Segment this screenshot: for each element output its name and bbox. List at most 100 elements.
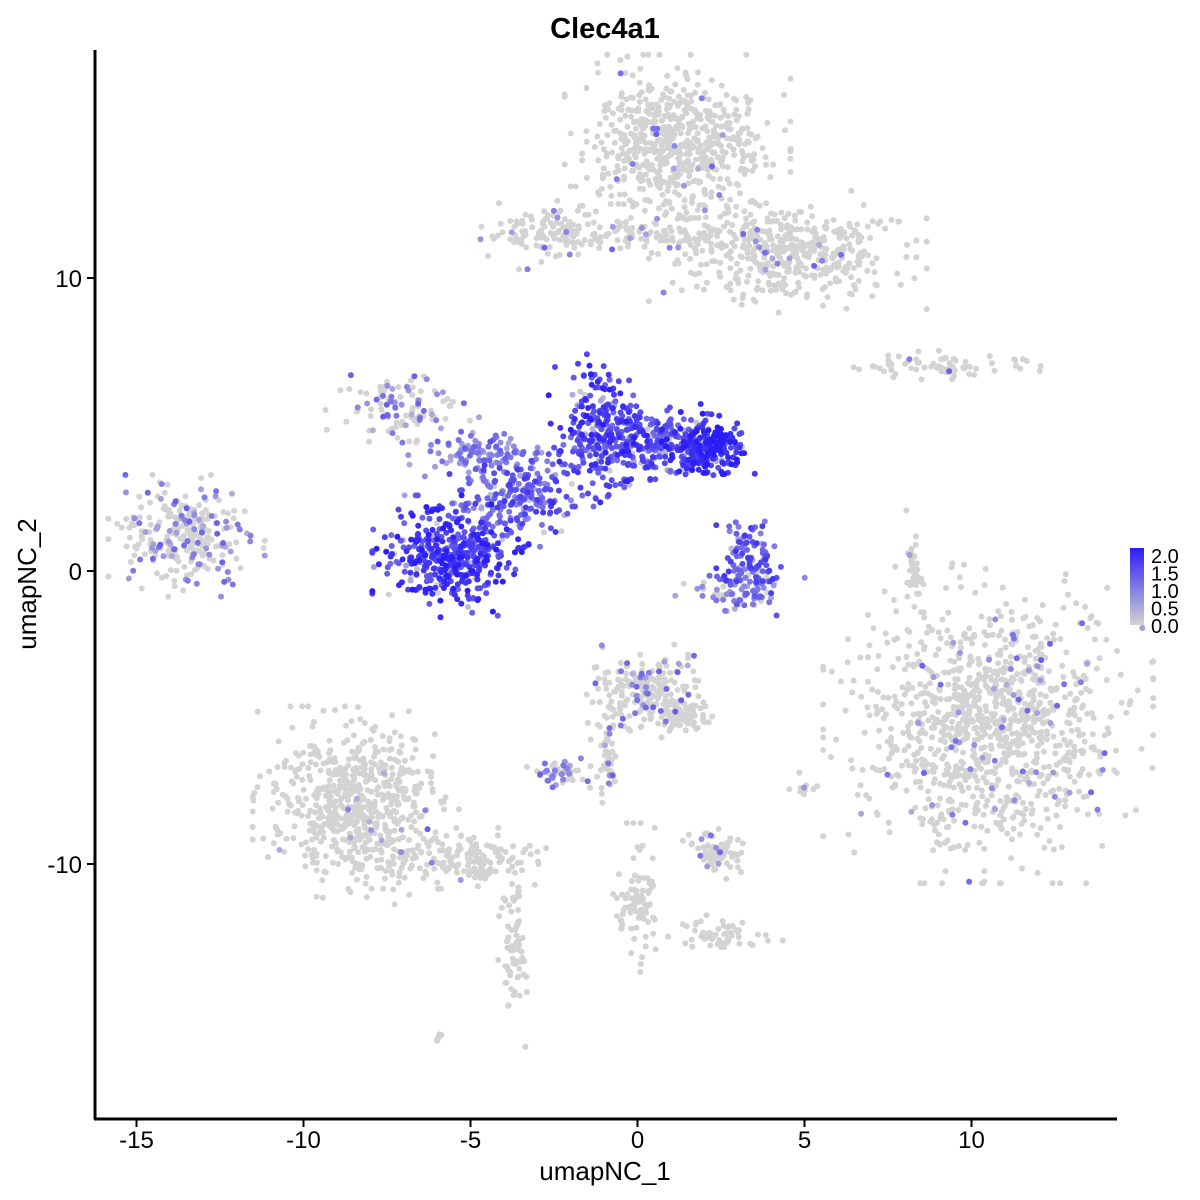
cell-point: [1088, 789, 1095, 796]
cell-point: [354, 876, 360, 883]
cell-point: [601, 712, 608, 719]
cell-point: [653, 101, 660, 108]
cell-point: [1058, 844, 1065, 851]
cell-point: [888, 367, 895, 373]
cell-point: [1076, 772, 1083, 779]
cell-point: [171, 583, 178, 590]
cell-point: [708, 194, 715, 201]
cell-point: [339, 853, 346, 860]
cell-point: [574, 239, 581, 246]
cell-point: [193, 580, 200, 587]
cell-point: [368, 827, 375, 834]
cell-point: [855, 237, 862, 244]
cell-point: [726, 528, 733, 535]
cell-point: [708, 118, 715, 125]
cell-point: [422, 868, 429, 875]
cell-point: [261, 552, 268, 559]
cell-point: [687, 255, 693, 262]
cell-point: [131, 515, 138, 522]
cell-point: [913, 693, 920, 700]
cell-point: [723, 875, 730, 882]
cell-point: [913, 757, 920, 764]
cell-point: [438, 798, 444, 805]
cell-point: [467, 417, 473, 424]
cell-point: [950, 784, 957, 791]
cell-point: [957, 649, 963, 656]
cell-point: [393, 795, 399, 802]
cell-point: [429, 789, 436, 795]
cell-point: [637, 968, 644, 975]
cell-point: [643, 108, 650, 115]
cell-point: [699, 711, 706, 718]
cell-point: [190, 551, 197, 558]
cell-point: [395, 384, 402, 391]
cell-point: [1008, 855, 1015, 862]
cell-point: [905, 762, 912, 769]
cell-point: [551, 235, 558, 242]
cell-point: [865, 654, 872, 661]
cell-point: [1088, 710, 1095, 717]
cell-point: [398, 864, 405, 871]
cell-point: [796, 769, 803, 776]
cell-point: [1026, 732, 1032, 739]
cell-point: [1105, 730, 1112, 737]
cell-point: [147, 521, 154, 528]
cell-point: [341, 703, 348, 710]
cell-point: [925, 717, 932, 724]
cell-point: [306, 827, 313, 834]
cell-point: [272, 823, 279, 830]
cell-point: [730, 134, 737, 141]
cell-point: [206, 551, 213, 558]
cell-point: [353, 764, 360, 771]
cell-point: [201, 494, 208, 501]
cell-point: [939, 616, 946, 623]
cell-point: [984, 716, 991, 723]
cell-point: [1150, 658, 1157, 665]
cell-point: [682, 251, 689, 258]
cell-point: [733, 203, 740, 210]
cell-point: [591, 144, 598, 150]
cell-point: [1004, 830, 1011, 837]
cell-point: [696, 202, 703, 209]
cell-point: [943, 767, 950, 773]
cell-point: [516, 965, 523, 972]
cell-point: [401, 874, 408, 881]
cell-point: [671, 641, 678, 648]
cell-point: [442, 415, 449, 422]
cell-point: [493, 443, 500, 450]
cell-point: [986, 616, 993, 623]
cell-point: [811, 272, 818, 279]
cell-point: [947, 634, 954, 641]
cell-point: [598, 790, 605, 797]
cell-point: [973, 684, 980, 691]
cell-point: [1122, 812, 1129, 819]
cell-point: [264, 854, 271, 860]
cell-point: [214, 530, 221, 537]
cell-point: [660, 289, 667, 296]
cell-point: [483, 515, 490, 522]
cell-point: [287, 703, 294, 710]
cell-point: [709, 163, 715, 170]
cell-point: [647, 181, 654, 188]
cell-point: [560, 762, 567, 769]
cell-point: [522, 231, 529, 238]
cell-point: [774, 217, 780, 224]
cell-point: [212, 543, 219, 550]
cell-point: [618, 90, 625, 97]
cell-point: [638, 670, 645, 677]
cell-point: [911, 768, 918, 775]
cell-point: [782, 127, 788, 134]
cell-point: [726, 523, 733, 530]
cell-point: [1020, 615, 1027, 622]
cell-point: [912, 804, 919, 811]
cell-point: [384, 809, 391, 816]
cell-point: [597, 233, 604, 240]
cell-point: [173, 567, 180, 574]
cell-point: [658, 137, 665, 144]
cell-point: [988, 360, 995, 367]
cell-point: [570, 239, 577, 246]
cell-point: [625, 726, 632, 732]
cell-point: [1015, 742, 1022, 749]
cell-point: [875, 743, 882, 750]
cell-point: [1010, 716, 1017, 723]
